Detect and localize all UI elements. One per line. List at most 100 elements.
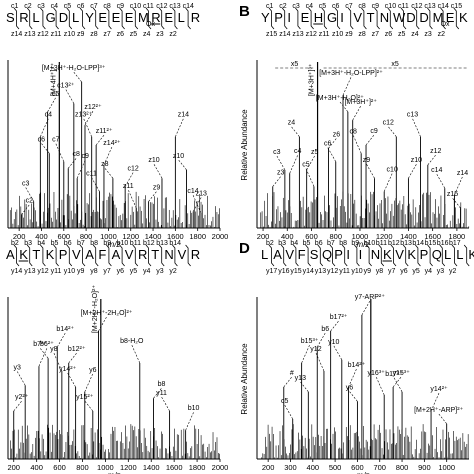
n-term-ion-label: b6 [315,240,323,247]
peak-label: z12 [430,148,441,155]
c-term-ion-label: y4 [425,268,433,275]
c-term-ion-label: z5 [130,31,138,38]
peak-label: c3 [22,180,30,187]
peak-leader-line [339,101,349,112]
c-term-ion-label: y8 [376,268,384,275]
peak-leader-line [305,168,315,187]
x-tick-label: 1000 [438,463,455,472]
n-term-ion-label: b8 [339,240,347,247]
sequence-residue: R [191,247,200,262]
sequence-residue: E [446,10,455,25]
cleavage-bracket [185,7,191,30]
peak-label: y15³⁺ [392,370,410,377]
sequence-residue: D [419,10,428,25]
x-tick-label: 800 [396,463,409,472]
cleavage-bracket [329,244,336,267]
peak-leader-line [178,159,187,171]
peak-label: y11 [156,390,167,397]
n-term-ion-label: b16 [437,240,449,247]
sequence-residue: N [380,10,389,25]
sequence-residue: V [395,247,404,262]
sequence-residue: V [285,247,294,262]
sequence-residue: S [310,247,319,262]
peak-label: [M+2H⁺-ARP]²⁺ [414,407,464,414]
c-term-ion-label: z3 [424,31,432,38]
x-axis-label: m/z [357,240,370,249]
peak-label: c13²⁺ [57,83,75,90]
x-tick-label: 800 [80,232,93,241]
sequence-residue: E [301,10,310,25]
cleavage-bracket [106,244,112,267]
peak-leader-line [316,332,326,348]
peak-leader-line [84,110,94,126]
peak-label: y6 [346,384,354,391]
cleavage-bracket [92,244,99,267]
sequence-residue: Q [322,247,332,262]
zoom-factor-label: x5 [391,61,399,68]
peak-label: c14 [187,188,198,195]
precursor-label: [M+4H⁺]⁴⁺ [50,63,57,96]
x-tick-label: 200 [262,463,275,472]
cleavage-bracket [378,244,385,267]
n-term-ion-label: c5 [319,3,327,10]
c-term-ion-label: y14 [303,268,314,275]
sequence-residue: V [125,247,134,262]
x-tick-label: 1200 [120,463,137,472]
peak-leader-line [300,381,309,392]
cleavage-bracket [451,244,458,267]
peak-leader-line [84,400,94,412]
c-term-ion-label: z5 [398,31,406,38]
c-term-ion-label: z3 [156,31,164,38]
c-term-ion-label: y12 [37,268,48,275]
sequence-residue: P [274,10,283,25]
peak-label: y10 [328,339,339,346]
peak-leader-line [67,372,76,388]
sequence-residue: E [98,10,107,25]
cleavage-bracket [119,7,125,30]
peak-label: z4 [288,120,296,127]
peak-label: [M+3H⁺-H₂O-LPP]²⁺ [319,70,383,77]
n-term-ion-label: c9 [117,3,125,10]
cleavage-bracket [185,244,191,267]
n-term-ion-label: c3 [37,3,45,10]
sequence-residue: K [383,247,392,262]
cleavage-bracket [158,7,165,30]
cleavage-bracket [79,7,86,30]
cleavage-bracket [317,244,324,267]
n-term-ion-label: c4 [51,3,59,10]
n-term-ion-label: c11 [398,3,409,10]
sequence-residue: T [32,247,40,262]
c-term-ion-label: z4 [143,31,151,38]
n-term-ion-label: b14 [169,240,181,247]
n-term-ion-label: c2 [24,3,32,10]
n-term-ion-label: c15 [451,3,462,10]
sequence-residue: P [59,247,68,262]
peak-leader-line [291,126,300,137]
n-term-ion-label: c4 [306,3,314,10]
peak-label: b10 [188,405,200,412]
peak-leader-line [131,344,141,364]
peak-leader-line [128,189,137,209]
cleavage-bracket [427,7,433,30]
cleavage-bracket [341,244,348,267]
c-term-ion-label: y2 [169,268,177,275]
sequence-residue: L [178,10,185,25]
sequence-residue: F [98,247,106,262]
n-term-ion-label: c14 [183,3,194,10]
sequence-residue: N [371,247,380,262]
peak-leader-line [392,376,402,388]
c-term-ion-label: z12 [306,31,317,38]
residue-mod-label: Ox [441,21,450,28]
x-tick-label: 200 [257,232,270,241]
n-term-ion-label: c7 [345,3,353,10]
peak-label: z8 [101,161,109,168]
x-axis-label: m/z [357,471,370,474]
peak-leader-line [436,174,446,189]
cleavage-bracket [374,7,380,30]
panel-letter: D [239,240,250,257]
cleavage-bracket [347,7,354,30]
sequence-residue: H [314,10,323,25]
peak-leader-line [342,77,352,96]
c-term-ion-label: y13 [315,268,326,275]
